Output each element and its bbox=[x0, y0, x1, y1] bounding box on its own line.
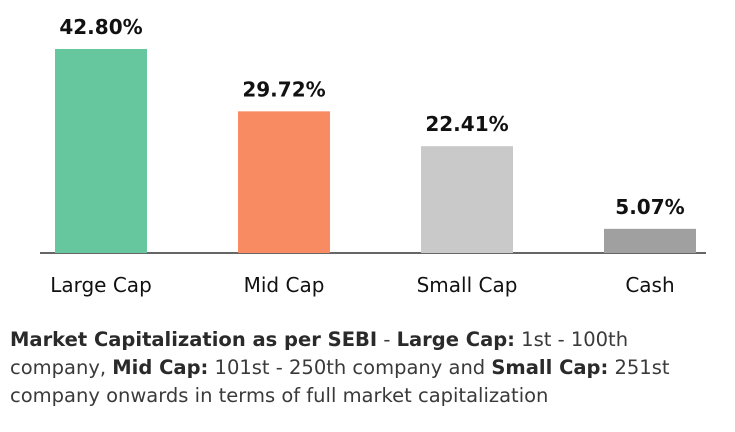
bar-cash bbox=[604, 228, 696, 253]
category-label-mid-cap: Mid Cap bbox=[244, 273, 325, 297]
category-labels-group: Large Cap Mid Cap Small Cap Cash bbox=[50, 273, 674, 297]
category-label-large-cap: Large Cap bbox=[50, 273, 152, 297]
value-label-mid-cap: 29.72% bbox=[242, 77, 325, 101]
footnote-large-cap-text: 1st - 100th company, bbox=[10, 328, 629, 379]
footnote-large-cap-label: Large Cap: bbox=[396, 328, 515, 351]
footnote-mid-cap-label: Mid Cap: bbox=[112, 356, 209, 379]
bar-mid-cap bbox=[238, 111, 330, 253]
footnote-small-cap-text: 251st company onwards in terms of full m… bbox=[10, 356, 670, 407]
footnote-small-cap-label: Small Cap: bbox=[491, 356, 609, 379]
category-label-small-cap: Small Cap bbox=[417, 273, 518, 297]
value-labels-group: 42.80% 29.72% 22.41% 5.07% bbox=[59, 15, 684, 219]
bars-group bbox=[55, 49, 696, 253]
value-label-cash: 5.07% bbox=[615, 195, 684, 219]
value-label-large-cap: 42.80% bbox=[59, 15, 142, 39]
bar-chart: 42.80% 29.72% 22.41% 5.07% Large Cap Mid Cap… bbox=[40, 15, 706, 297]
category-label-cash: Cash bbox=[625, 273, 674, 297]
market-cap-footnote: Market Capitalization as per SEBI - Larg… bbox=[10, 326, 725, 410]
value-label-small-cap: 22.41% bbox=[425, 112, 508, 136]
bar-large-cap bbox=[55, 49, 147, 253]
footnote-separator: - bbox=[377, 328, 397, 351]
footnote-title: Market Capitalization as per SEBI bbox=[10, 328, 378, 351]
footnote-mid-cap-text: 101st - 250th company and bbox=[208, 356, 492, 379]
bar-small-cap bbox=[421, 146, 513, 253]
